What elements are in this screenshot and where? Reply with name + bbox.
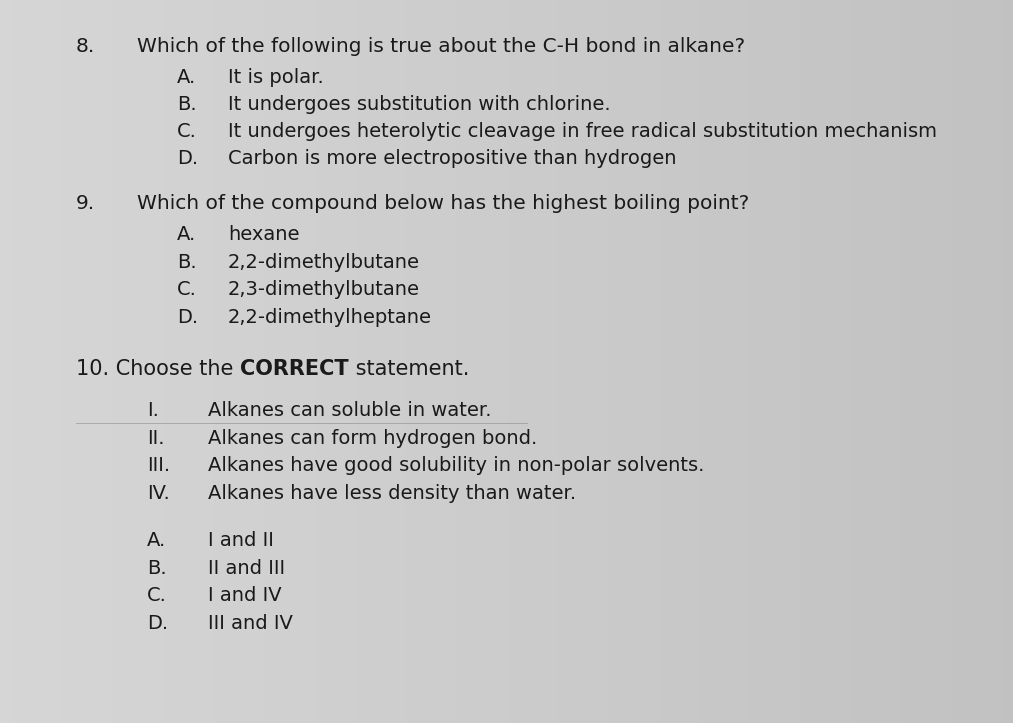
Text: 2,2-dimethylheptane: 2,2-dimethylheptane [228, 308, 432, 327]
Text: I.: I. [147, 401, 159, 420]
Text: II.: II. [147, 429, 164, 448]
Text: Alkanes have good solubility in non-polar solvents.: Alkanes have good solubility in non-pola… [208, 456, 704, 475]
Text: Which of the compound below has the highest boiling point?: Which of the compound below has the high… [137, 194, 749, 213]
Text: 8.: 8. [76, 38, 95, 56]
Text: It is polar.: It is polar. [228, 68, 324, 87]
Text: It undergoes heterolytic cleavage in free radical substitution mechanism: It undergoes heterolytic cleavage in fre… [228, 122, 937, 141]
Text: A.: A. [177, 68, 197, 87]
Text: Alkanes have less density than water.: Alkanes have less density than water. [208, 484, 575, 502]
Text: A.: A. [177, 226, 197, 244]
Text: D.: D. [177, 149, 199, 168]
Text: III and IV: III and IV [208, 614, 293, 633]
Text: IV.: IV. [147, 484, 169, 502]
Text: I and II: I and II [208, 531, 274, 550]
Text: It undergoes substitution with chlorine.: It undergoes substitution with chlorine. [228, 95, 611, 114]
Text: Alkanes can form hydrogen bond.: Alkanes can form hydrogen bond. [208, 429, 537, 448]
Text: statement.: statement. [348, 359, 469, 379]
Text: C.: C. [177, 122, 198, 141]
Text: I and IV: I and IV [208, 586, 282, 605]
Text: II and III: II and III [208, 559, 285, 578]
Text: Alkanes can soluble in water.: Alkanes can soluble in water. [208, 401, 491, 420]
Text: D.: D. [147, 614, 168, 633]
Text: D.: D. [177, 308, 199, 327]
Text: 2,2-dimethylbutane: 2,2-dimethylbutane [228, 253, 420, 272]
Text: B.: B. [177, 95, 197, 114]
Text: 10. Choose the: 10. Choose the [76, 359, 240, 379]
Text: Which of the following is true about the C-H bond in alkane?: Which of the following is true about the… [137, 38, 745, 56]
Text: B.: B. [147, 559, 166, 578]
Text: 2,3-dimethylbutane: 2,3-dimethylbutane [228, 281, 420, 299]
Text: Carbon is more electropositive than hydrogen: Carbon is more electropositive than hydr… [228, 149, 677, 168]
Text: C.: C. [177, 281, 198, 299]
Text: A.: A. [147, 531, 166, 550]
Text: CORRECT: CORRECT [240, 359, 348, 379]
Text: hexane: hexane [228, 226, 300, 244]
Text: III.: III. [147, 456, 170, 475]
Text: B.: B. [177, 253, 197, 272]
Text: 9.: 9. [76, 194, 95, 213]
Text: C.: C. [147, 586, 167, 605]
